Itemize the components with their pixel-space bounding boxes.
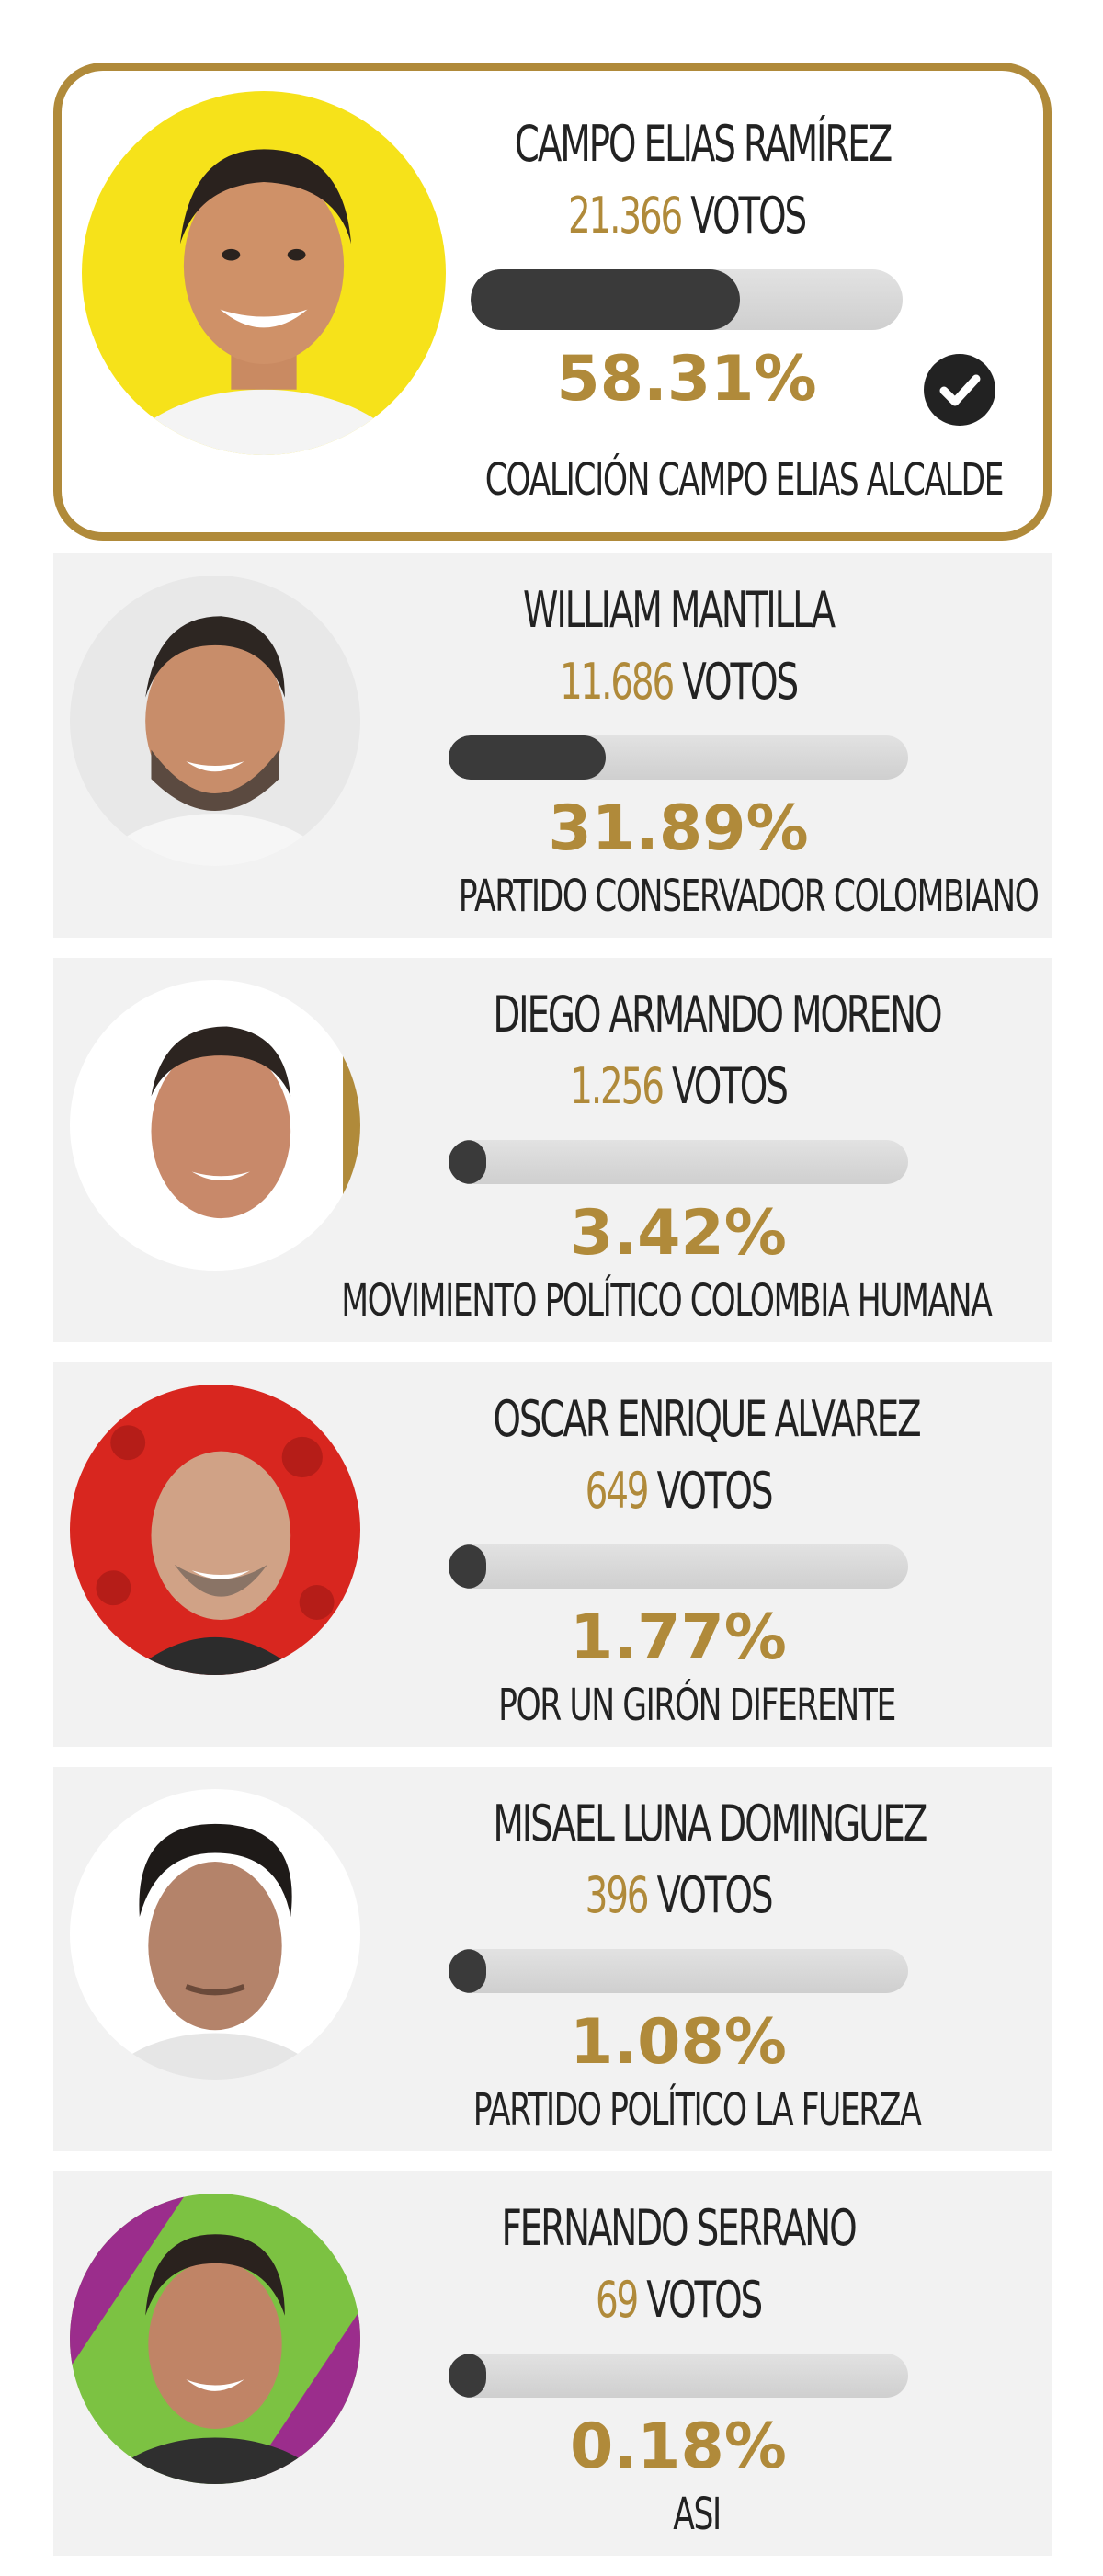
candidate-party: PARTIDO POLÍTICO LA FUERZA — [472, 2084, 922, 2136]
candidate-card-winner: CAMPO ELIAS RAMÍREZ 21.366 VOTOS 58.31% … — [53, 63, 1052, 541]
candidate-name: DIEGO ARMANDO MORENO — [493, 986, 942, 1043]
candidate-photo — [70, 2194, 360, 2484]
candidate-party: PARTIDO CONSERVADOR COLOMBIANO — [458, 871, 1040, 922]
candidate-votes: 69 VOTOS — [595, 2271, 763, 2329]
candidate-card: FERNANDO SERRANO 69 VOTOS 0.18% ASI — [53, 2171, 1052, 2556]
person-portrait-icon — [70, 1385, 360, 1675]
vote-share-bar — [449, 2354, 908, 2398]
vote-share-bar — [449, 735, 908, 780]
candidate-card: DIEGO ARMANDO MORENO 1.256 VOTOS 3.42% M… — [53, 958, 1052, 1342]
person-portrait-icon — [70, 1789, 360, 2080]
person-portrait-icon — [70, 980, 360, 1271]
candidate-votes: 649 VOTOS — [585, 1462, 774, 1520]
candidate-card: OSCAR ENRIQUE ALVAREZ 649 VOTOS 1.77% PO… — [53, 1362, 1052, 1747]
candidate-percent: 0.18% — [570, 2411, 787, 2483]
candidate-name: WILLIAM MANTILLA — [523, 581, 836, 639]
person-portrait-icon — [70, 576, 360, 866]
vote-share-bar — [471, 269, 903, 330]
candidate-card: WILLIAM MANTILLA 11.686 VOTOS 31.89% PAR… — [53, 553, 1052, 938]
candidate-party: ASI — [673, 2489, 722, 2540]
candidate-photo — [82, 91, 446, 455]
vote-share-bar — [449, 1544, 908, 1589]
vote-share-bar — [449, 1949, 908, 1993]
candidate-votes: 21.366 VOTOS — [567, 187, 807, 245]
candidate-party: MOVIMIENTO POLÍTICO COLOMBIA HUMANA — [341, 1275, 993, 1327]
candidate-party: COALICIÓN CAMPO ELIAS ALCALDE — [484, 454, 1005, 506]
candidate-card: MISAEL LUNA DOMINGUEZ 396 VOTOS 1.08% PA… — [53, 1767, 1052, 2151]
vote-share-fill — [449, 2354, 486, 2398]
vote-share-fill — [449, 1949, 486, 1993]
candidate-percent: 1.08% — [570, 2006, 787, 2079]
vote-share-fill — [449, 1140, 486, 1184]
candidate-name: FERNANDO SERRANO — [501, 2199, 857, 2257]
candidate-votes: 11.686 VOTOS — [559, 653, 799, 711]
candidate-name: MISAEL LUNA DOMINGUEZ — [493, 1795, 927, 1852]
check-circle-icon — [924, 354, 995, 426]
candidate-photo — [70, 980, 360, 1271]
vote-share-fill — [449, 1544, 486, 1589]
candidate-photo — [70, 1385, 360, 1675]
candidate-percent: 58.31% — [556, 343, 817, 416]
candidate-votes: 396 VOTOS — [585, 1866, 774, 1924]
candidate-percent: 3.42% — [570, 1197, 787, 1270]
person-portrait-icon — [82, 91, 446, 455]
candidate-votes: 1.256 VOTOS — [570, 1057, 789, 1115]
candidate-percent: 1.77% — [570, 1601, 787, 1674]
candidate-name: OSCAR ENRIQUE ALVAREZ — [493, 1390, 921, 1448]
candidate-photo — [70, 576, 360, 866]
vote-share-fill — [471, 269, 741, 330]
candidate-party: POR UN GIRÓN DIFERENTE — [498, 1680, 896, 1731]
vote-share-bar — [449, 1140, 908, 1184]
candidate-name: CAMPO ELIAS RAMÍREZ — [514, 115, 893, 173]
vote-share-fill — [449, 735, 606, 780]
candidate-percent: 31.89% — [548, 792, 809, 865]
person-portrait-icon — [70, 2194, 360, 2484]
candidate-photo — [70, 1789, 360, 2080]
